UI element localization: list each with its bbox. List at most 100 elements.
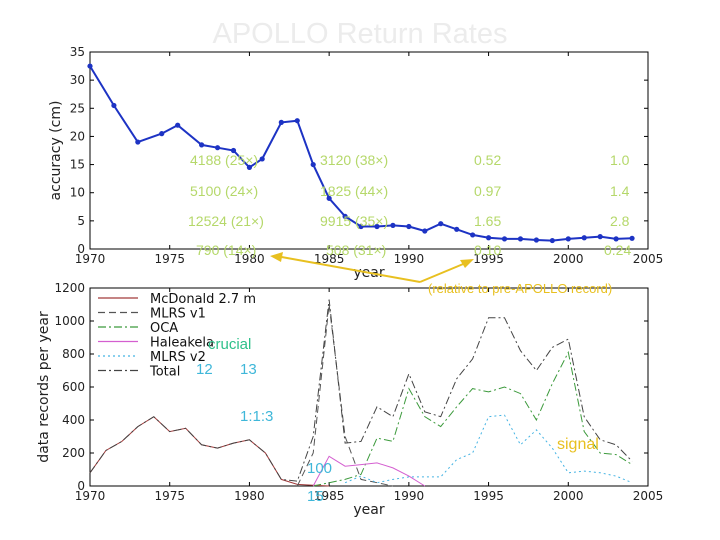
label-crucial: crucial bbox=[208, 336, 252, 353]
acc-ytick-label: 10 bbox=[70, 186, 85, 200]
arrow-line-left bbox=[275, 255, 421, 283]
table-r2-c4: 1.4 bbox=[610, 183, 630, 199]
table-r3-c4: 2.8 bbox=[610, 213, 630, 229]
acc-series-point bbox=[294, 118, 300, 124]
acc-series-point bbox=[517, 236, 524, 242]
rec-legend-label-3: OCA bbox=[150, 321, 178, 336]
acc-series-point bbox=[278, 119, 284, 125]
acc-plot-frame bbox=[89, 51, 649, 250]
table-r1-c1: 4188 (25×) bbox=[190, 152, 259, 168]
rec-ytick-label: 800 bbox=[62, 347, 85, 361]
rec-xtick-label: 2000 bbox=[553, 489, 584, 503]
rec-xtick-label: 2005 bbox=[633, 489, 664, 503]
table-r4-c4: 0.24 bbox=[604, 242, 632, 258]
acc-series-point bbox=[326, 195, 332, 201]
rec-xtick-label: 1985 bbox=[314, 489, 345, 503]
acc-ytick-label: 20 bbox=[70, 129, 85, 143]
acc-ylabel: accuracy (cm) bbox=[48, 101, 64, 201]
acc-series-point bbox=[565, 236, 571, 242]
acc-series-point bbox=[390, 222, 396, 228]
acc-series-point bbox=[199, 142, 205, 148]
acc-xtick-label: 1985 bbox=[314, 252, 345, 266]
rec-xtick-label: 1995 bbox=[473, 489, 504, 503]
rec-series-line-2 bbox=[296, 304, 394, 487]
acc-xtick-label: 2005 bbox=[633, 252, 664, 266]
acc-series-point bbox=[549, 237, 555, 244]
accuracy-chart: 1970 1975 1980 1985 1990 1995 2000 2005 0 5 10 15 20… bbox=[48, 45, 663, 281]
table-r2-c1: 5100 (24×) bbox=[190, 183, 259, 199]
rec-legend-label-1: McDonald 2.7 m bbox=[150, 292, 256, 307]
acc-ytick-label: 30 bbox=[70, 73, 85, 87]
table-r3-c2: 9915 (35×) bbox=[320, 213, 389, 229]
rec-ylabel: data records per year bbox=[36, 311, 52, 463]
rec-xlabel: year bbox=[353, 502, 384, 518]
acc-series-point bbox=[342, 213, 348, 219]
acc-series-point bbox=[581, 235, 587, 241]
table-r3-c1: 12524 (21×) bbox=[188, 213, 264, 229]
rec-ytick-label: 1000 bbox=[54, 314, 85, 328]
acc-series-point bbox=[597, 234, 603, 240]
rec-series-line-4 bbox=[312, 455, 426, 487]
acc-xtick-label: 1980 bbox=[234, 252, 265, 266]
acc-series-point bbox=[485, 235, 492, 241]
acc-series-point bbox=[454, 226, 460, 232]
acc-series-point bbox=[246, 164, 253, 170]
rec-series-line-6 bbox=[89, 299, 633, 482]
acc-series-point bbox=[230, 147, 237, 154]
acc-series-point bbox=[438, 221, 444, 227]
rec-legend-label-6: Total bbox=[149, 365, 180, 380]
acc-series-point bbox=[214, 145, 221, 151]
rec-xtick-label: 1990 bbox=[394, 489, 425, 503]
rec-ytick-label: 200 bbox=[62, 446, 85, 460]
acc-ytick-label: 35 bbox=[70, 45, 85, 59]
acc-series-point bbox=[358, 223, 364, 230]
acc-series-point bbox=[470, 232, 476, 238]
rec-series-line-3 bbox=[313, 350, 633, 487]
acc-ytick-label: 15 bbox=[70, 158, 85, 172]
acc-series-point bbox=[374, 223, 380, 230]
acc-series-point bbox=[501, 236, 508, 242]
acc-ytick-label: 5 bbox=[77, 214, 85, 228]
rec-legend-label-2: MLRS v1 bbox=[150, 307, 206, 322]
rec-legend-label-4: Haleakela bbox=[150, 336, 214, 351]
table-r4-c2: 508 (31×) bbox=[326, 242, 387, 258]
rec-ytick-label: 0 bbox=[77, 479, 85, 493]
rec-xtick-label: 1970 bbox=[75, 489, 106, 503]
acc-xtick-label: 1975 bbox=[154, 252, 185, 266]
table-r2-c3: 0.97 bbox=[474, 183, 502, 199]
rec-ytick-label: 400 bbox=[62, 413, 85, 427]
rec-ytick-label: 1200 bbox=[54, 281, 85, 295]
label-12: 12 bbox=[196, 361, 213, 378]
acc-series-point bbox=[533, 237, 540, 243]
label-ratio: 1:1:3 bbox=[240, 408, 274, 425]
arrow-head-right bbox=[460, 259, 474, 268]
table-note: (relative to pre-APOLLO record) bbox=[428, 281, 613, 296]
acc-series-point bbox=[629, 235, 635, 241]
acc-series-point bbox=[406, 223, 412, 230]
acc-series-point bbox=[159, 131, 165, 137]
acc-series-point bbox=[310, 161, 316, 168]
table-r3-c3: 1.65 bbox=[474, 213, 502, 229]
acc-series-point bbox=[87, 63, 93, 69]
rec-xtick-label: 1975 bbox=[154, 489, 185, 503]
label-13: 13 bbox=[240, 361, 257, 378]
label-signal: signal bbox=[557, 436, 599, 453]
rec-ytick-label: 600 bbox=[62, 380, 85, 394]
table-r1-c3: 0.52 bbox=[474, 152, 502, 168]
acc-series-point bbox=[111, 102, 117, 109]
acc-ytick-label: 0 bbox=[77, 242, 85, 256]
rec-xtick-label: 1980 bbox=[234, 489, 265, 503]
acc-xtick-label: 1990 bbox=[394, 252, 425, 266]
table-r2-c2: 1825 (44×) bbox=[320, 183, 389, 199]
records-chart: 1970 1975 1980 1985 1990 1995 2000 2005 0 200 400 6… bbox=[36, 281, 663, 518]
acc-xtick-label: 2000 bbox=[553, 252, 584, 266]
table-r4-c3: 0.10 bbox=[474, 242, 502, 258]
acc-series-point bbox=[613, 236, 619, 242]
acc-series-point bbox=[175, 122, 181, 128]
label-100: 100 bbox=[307, 460, 333, 477]
acc-ytick-label: 25 bbox=[70, 101, 85, 115]
arrow-head-left bbox=[270, 252, 283, 262]
acc-xtick-label: 1970 bbox=[75, 252, 106, 266]
table-r1-c2: 3120 (38×) bbox=[320, 152, 389, 168]
